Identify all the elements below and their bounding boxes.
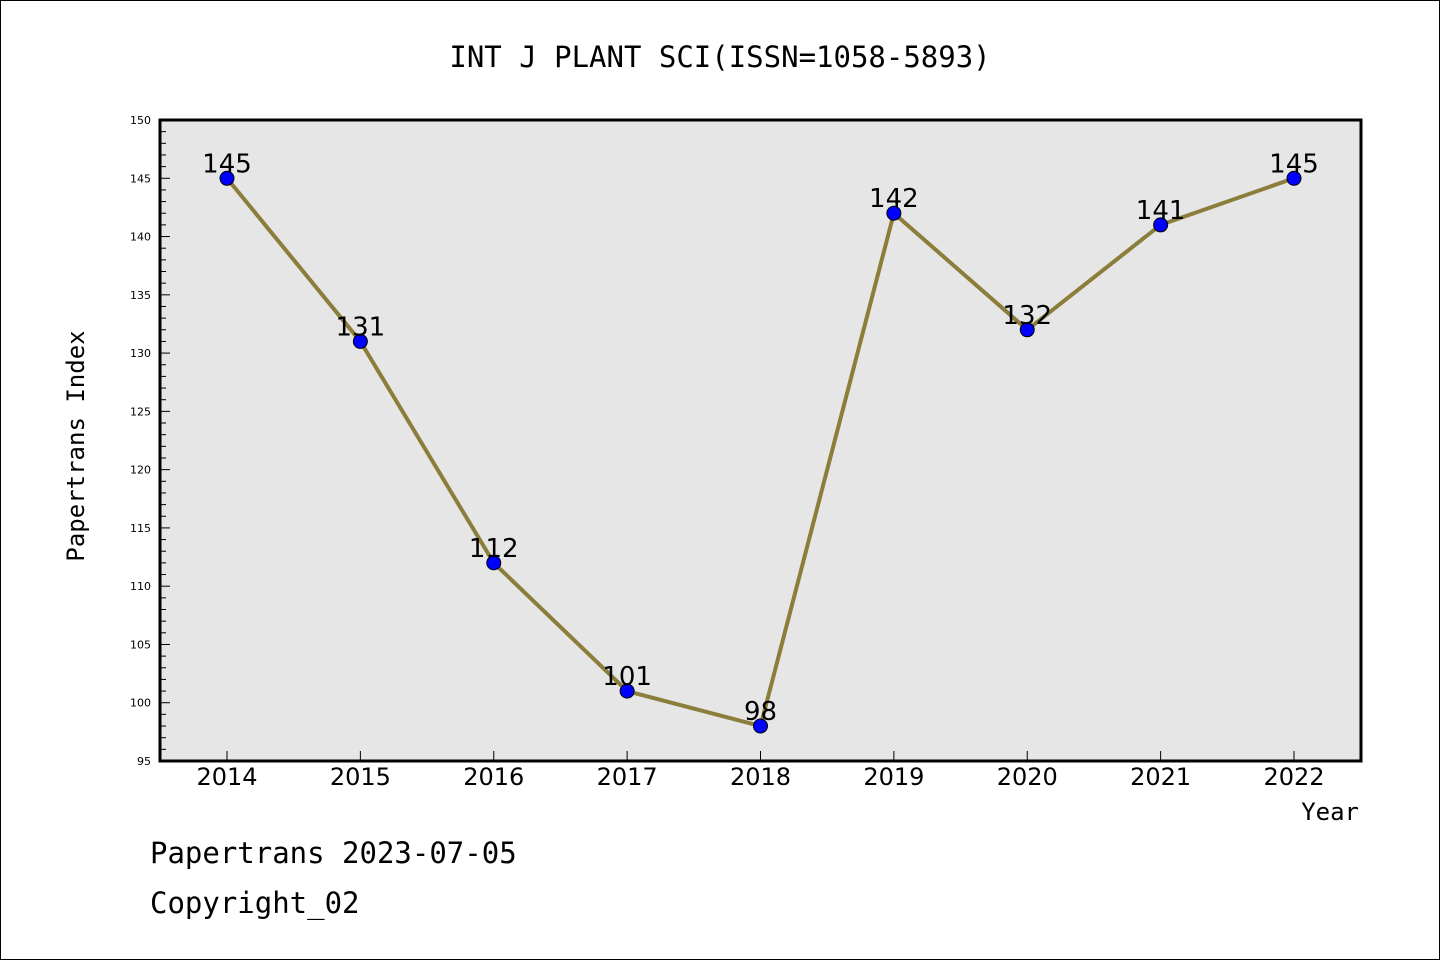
x-tick-label: 2015: [330, 763, 391, 791]
data-point-marker: [1286, 170, 1302, 186]
x-axis-label: Year: [1301, 798, 1359, 826]
y-tick-label: 140: [130, 231, 151, 244]
data-point-marker: [1019, 322, 1035, 338]
x-axis: 2014 2015 2016 2017 2018 2019 2020 2021 2022: [196, 751, 1325, 791]
y-tick-label: 115: [130, 522, 151, 535]
chart-title: INT J PLANT SCI(ISSN=1058-5893): [449, 40, 990, 74]
data-label: 131: [336, 312, 386, 342]
y-tick-label: 125: [130, 405, 151, 418]
x-tick-label: 2021: [1130, 763, 1191, 791]
x-tick-label: 2014: [196, 763, 257, 791]
y-tick-label: 105: [130, 638, 151, 651]
data-point-marker: [486, 555, 502, 571]
data-label: 132: [1002, 301, 1052, 331]
data-point-marker: [352, 333, 368, 349]
y-tick-label: 110: [130, 580, 151, 593]
data-label: 98: [744, 697, 777, 727]
footer-copyright: Copyright_02: [150, 886, 360, 920]
data-point-marker: [619, 683, 635, 699]
footer-date: Papertrans 2023-07-05: [150, 836, 517, 870]
x-tick-label: 2019: [863, 763, 924, 791]
data-label: 141: [1136, 196, 1186, 226]
y-tick-label: 150: [130, 114, 151, 127]
x-tick-label: 2022: [1263, 763, 1324, 791]
x-tick-label: 2016: [463, 763, 524, 791]
y-tick-label: 120: [130, 464, 151, 477]
y-tick-label: 95: [137, 755, 151, 768]
y-tick-label: 135: [130, 289, 151, 302]
y-tick-label: 100: [130, 697, 151, 710]
data-label: 145: [1269, 149, 1319, 179]
data-point-marker: [219, 170, 235, 186]
x-tick-label: 2017: [597, 763, 658, 791]
y-axis: 95 100 105 110 115 120 125 130 135 140 145 150: [130, 114, 170, 768]
data-label: 112: [469, 534, 519, 564]
y-tick-label: 145: [130, 172, 151, 185]
y-tick-label: 130: [130, 347, 151, 360]
x-tick-label: 2020: [997, 763, 1058, 791]
y-axis-label: Papertrans Index: [62, 330, 90, 561]
x-tick-label: 2018: [730, 763, 791, 791]
data-label: 145: [202, 149, 252, 179]
data-label: 142: [869, 184, 919, 214]
data-point-marker: [753, 718, 768, 734]
series-line-group: 145 131 112 101 98 142 132 141 145: [202, 149, 1319, 734]
data-point-marker: [886, 205, 902, 221]
data-point-marker: [1153, 217, 1169, 233]
data-label: 101: [602, 662, 652, 692]
